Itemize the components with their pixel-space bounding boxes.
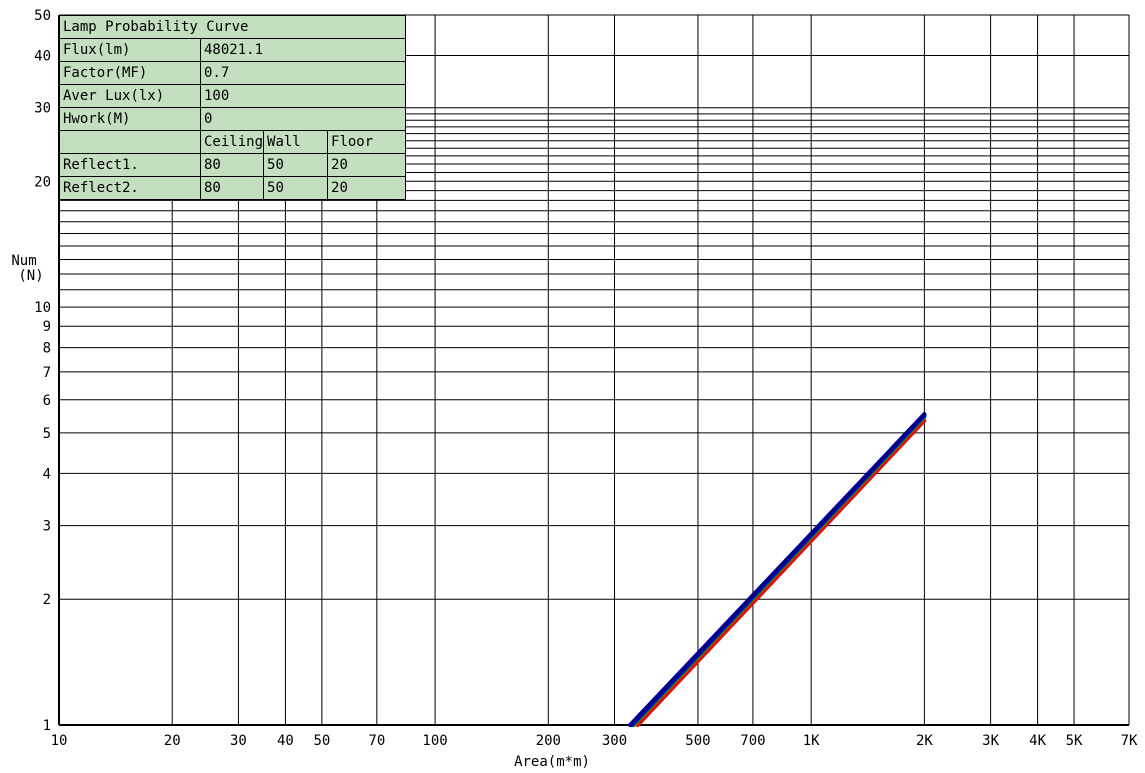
info-row-factor: Factor(MF) 0.7: [59, 61, 407, 85]
x-tick-label: 30: [230, 733, 247, 749]
x-tick-label: 200: [536, 733, 561, 749]
x-tick-label: 500: [685, 733, 710, 749]
x-tick-label: 7K: [1121, 733, 1138, 749]
reflect-header-wall: Wall: [263, 130, 329, 154]
reflect-row-2: Reflect2. 80 50 20: [59, 176, 407, 200]
x-tick-label: 700: [740, 733, 765, 749]
reflect-header-row: Ceiling Wall Floor: [59, 130, 407, 154]
y-tick-label: 20: [34, 174, 51, 190]
info-row-hwork: Hwork(M) 0: [59, 107, 407, 131]
y-tick-label: 10: [34, 300, 51, 316]
info-table-title: Lamp Probability Curve: [58, 15, 407, 39]
reflect-floor: 20: [327, 153, 407, 177]
reflect-header-ceiling: Ceiling: [199, 130, 265, 154]
y-tick-label: 3: [43, 519, 51, 535]
x-tick-label: 70: [368, 733, 385, 749]
series-layer: [628, 412, 927, 727]
y-tick-label: 7: [43, 365, 51, 381]
reflect-floor: 20: [327, 176, 407, 200]
info-value: 100: [199, 84, 407, 108]
info-row-flux: Flux(lm) 48021.1: [59, 38, 407, 62]
reflect-label: Reflect2.: [59, 176, 201, 200]
x-tick-label: 40: [277, 733, 294, 749]
info-value: 48021.1: [199, 38, 407, 62]
info-label: Factor(MF): [59, 61, 201, 85]
x-tick-label: 10: [51, 733, 68, 749]
x-tick-label: 5K: [1066, 733, 1083, 749]
reflect-label: Reflect1.: [59, 153, 201, 177]
series-line: [628, 412, 927, 727]
y-tick-label: 6: [43, 393, 51, 409]
x-tick-label: 3K: [982, 733, 999, 749]
info-label: Flux(lm): [59, 38, 201, 62]
reflect-ceiling: 80: [199, 153, 265, 177]
x-tick-label: 300: [602, 733, 627, 749]
reflect-header-blank: [59, 130, 201, 154]
reflect-ceiling: 80: [199, 176, 265, 200]
info-label: Aver Lux(lx): [59, 84, 201, 108]
y-tick-label: 2: [43, 592, 51, 608]
y-tick-label: 9: [43, 319, 51, 335]
x-tick-label: 4K: [1029, 733, 1046, 749]
y-tick-label: 8: [43, 341, 51, 357]
x-tick-label: 20: [164, 733, 181, 749]
y-tick-label: 4: [43, 466, 51, 482]
reflect-header-floor: Floor: [327, 130, 407, 154]
x-tick-label: 2K: [916, 733, 933, 749]
x-tick-label: 100: [422, 733, 447, 749]
info-row-aver-lux: Aver Lux(lx) 100: [59, 84, 407, 108]
reflect-row-1: Reflect1. 80 50 20: [59, 153, 407, 177]
y-tick-label: 30: [34, 101, 51, 117]
info-table-title-row: Lamp Probability Curve: [58, 15, 407, 39]
y-tick-label: 5: [43, 426, 51, 442]
y-tick-label: 1: [43, 718, 51, 734]
info-table: Lamp Probability Curve Flux(lm) 48021.1 …: [58, 15, 407, 200]
y-axis-label-line2: (N): [18, 268, 43, 284]
info-value: 0: [199, 107, 407, 131]
x-tick-label: 50: [313, 733, 330, 749]
x-tick-label: 1K: [803, 733, 820, 749]
y-tick-label: 50: [34, 8, 51, 24]
reflect-wall: 50: [263, 153, 329, 177]
info-label: Hwork(M): [59, 107, 201, 131]
info-value: 0.7: [199, 61, 407, 85]
reflect-wall: 50: [263, 176, 329, 200]
y-axis-label-line1: Num: [11, 253, 36, 269]
series-line: [635, 418, 927, 727]
y-tick-label: 40: [34, 48, 51, 64]
x-axis-label: Area(m*m): [514, 754, 590, 770]
